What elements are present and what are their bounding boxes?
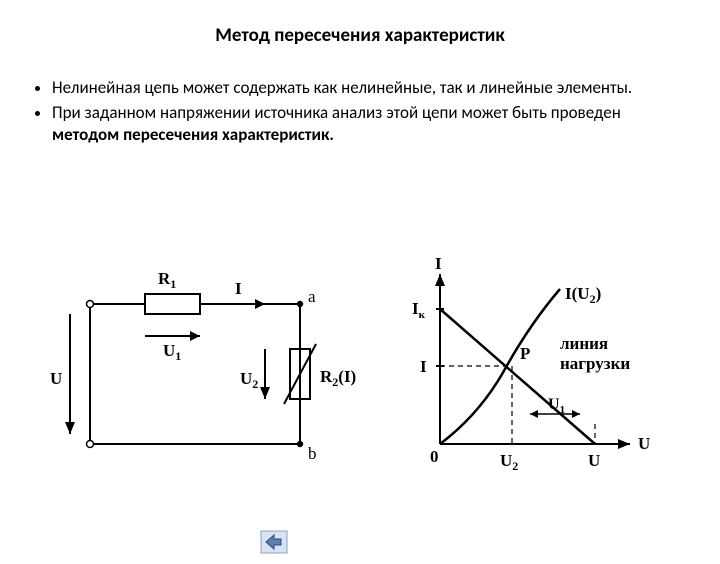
back-icon[interactable] — [260, 530, 288, 554]
label-u: U — [50, 369, 62, 388]
bullet-list: Нелинейная цепь может содержать как нели… — [30, 77, 690, 146]
label-i: I — [235, 279, 242, 298]
diagram-container: R1 I a b U U1 U2 R2(I) I — [0, 254, 720, 524]
plot-i: I — [420, 357, 427, 376]
label-a: a — [308, 287, 316, 306]
bullet-2: При заданном напряжении источника анализ… — [52, 102, 690, 146]
label-u1: U1 — [163, 341, 181, 363]
label-r2i: R2(I) — [320, 367, 356, 389]
label-b: b — [308, 444, 317, 463]
iv-plot: I Iк I P I(U2) линия нагрузки U1 0 U2 U … — [400, 254, 700, 484]
circuit-diagram: R1 I a b U U1 U2 R2(I) — [50, 264, 370, 494]
plot-y-label: I — [435, 254, 442, 273]
plot-p: P — [520, 344, 530, 363]
plot-loadline2: нагрузки — [560, 354, 630, 373]
label-r1: R1 — [158, 269, 176, 291]
plot-u1: U1 — [548, 396, 565, 416]
plot-u2: U2 — [500, 451, 518, 473]
plot-loadline1: линия — [560, 334, 608, 353]
plot-origin: 0 — [430, 447, 439, 466]
plot-x-label: U — [638, 434, 650, 453]
bullet-1: Нелинейная цепь может содержать как нели… — [52, 77, 690, 99]
plot-ik: Iк — [412, 299, 426, 321]
plot-iu2: I(U2) — [565, 284, 601, 306]
plot-u-total: U — [588, 451, 600, 470]
page-title: Метод пересечения характеристик — [0, 24, 720, 47]
label-u2: U2 — [240, 369, 258, 391]
